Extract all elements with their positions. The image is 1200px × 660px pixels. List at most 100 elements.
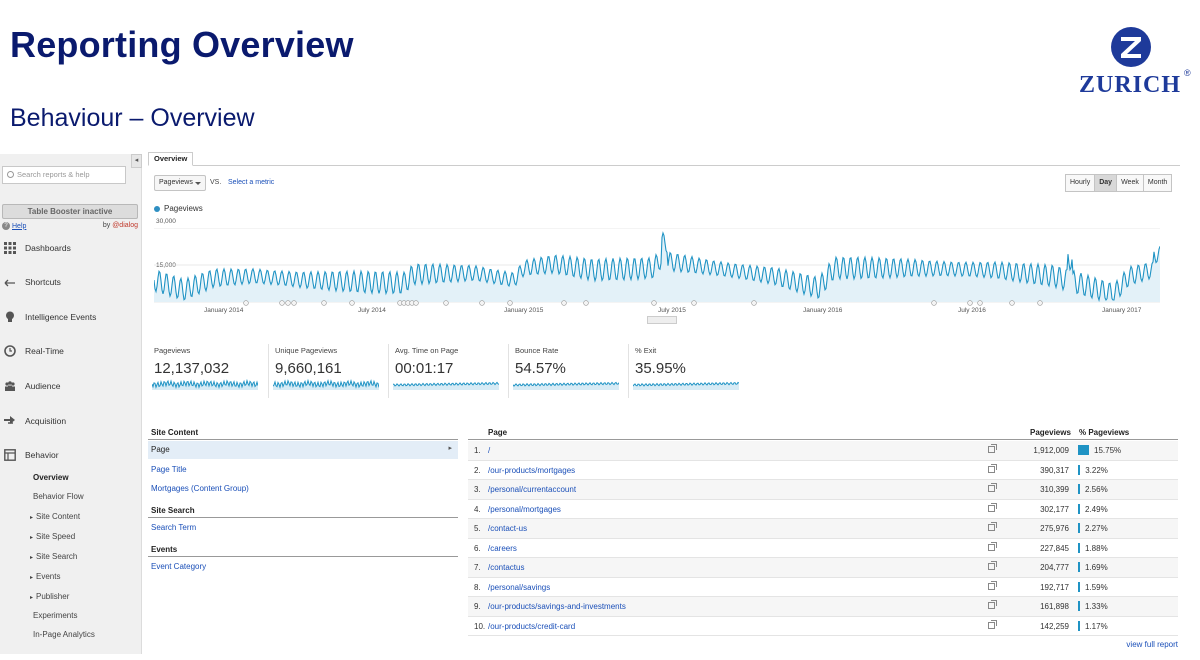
external-link-icon[interactable] — [988, 522, 997, 531]
annotation-marker[interactable] — [931, 300, 937, 306]
annotation-marker[interactable] — [751, 300, 757, 306]
external-link-icon[interactable] — [988, 463, 997, 473]
sidebar-item-acquisition[interactable]: Acquisition — [4, 413, 140, 431]
external-link-icon[interactable] — [988, 502, 997, 512]
table-row[interactable]: 2. /our-products/mortgages 390,317 3.22% — [468, 461, 1178, 480]
sidebar-item-shortcuts[interactable]: Shortcuts — [4, 274, 140, 292]
sparkline — [152, 378, 258, 390]
sidebar-sub-label: Behavior Flow — [33, 492, 84, 501]
sidebar-sub-events[interactable]: ▸ Events — [30, 572, 60, 581]
annotation-marker[interactable] — [285, 300, 291, 306]
scorecard-pageviews[interactable]: Pageviews 12,137,032 — [148, 344, 264, 398]
annotation-marker[interactable] — [967, 300, 973, 306]
annotation-marker[interactable] — [413, 300, 419, 306]
sidebar-sub-behavior-flow[interactable]: Behavior Flow — [30, 492, 84, 501]
sidebar-item-behavior[interactable]: Behavior — [4, 447, 140, 465]
content-group-link[interactable]: Mortgages (Content Group) — [151, 484, 249, 493]
sidebar-sub-experiments[interactable]: Experiments — [30, 611, 77, 620]
granularity-hourly-button[interactable]: Hourly — [1065, 174, 1096, 192]
page-path-link[interactable]: /personal/mortgages — [488, 504, 561, 514]
annotation-marker[interactable] — [977, 300, 983, 306]
pageviews-line-chart[interactable] — [154, 228, 1160, 320]
annotation-marker[interactable] — [349, 300, 355, 306]
page-path-link[interactable]: /careers — [488, 543, 517, 553]
expand-triangle-icon: ▸ — [30, 595, 34, 601]
chart-legend[interactable]: Pageviews — [154, 204, 203, 213]
annotation-marker[interactable] — [1037, 300, 1043, 306]
sidebar-item-dashboards[interactable]: Dashboards — [4, 240, 140, 258]
view-full-report-link[interactable]: view full report — [1126, 640, 1178, 649]
external-link-icon[interactable] — [988, 483, 997, 492]
page-path-link[interactable]: /our-products/credit-card — [488, 621, 576, 631]
collapse-sidebar-button[interactable]: ◂ — [131, 154, 142, 168]
page-path-link[interactable]: /contactus — [488, 563, 525, 572]
search-input[interactable]: Search reports & help — [2, 166, 126, 184]
table-row[interactable]: 6. /careers 227,845 1.88% — [468, 539, 1178, 558]
table-row[interactable]: 8. /personal/savings 192,717 1.59% — [468, 578, 1178, 597]
annotation-marker[interactable] — [691, 300, 697, 306]
table-row[interactable]: 4. /personal/mortgages 302,177 2.49% — [468, 500, 1178, 519]
annotation-marker[interactable] — [479, 300, 485, 306]
annotation-marker[interactable] — [583, 300, 589, 306]
granularity-month-button[interactable]: Month — [1142, 174, 1173, 192]
table-row[interactable]: 7. /contactus 204,777 1.69% — [468, 558, 1178, 578]
annotation-marker[interactable] — [651, 300, 657, 306]
external-link-icon[interactable] — [988, 600, 997, 609]
sidebar-item-audience[interactable]: Audience — [4, 378, 140, 396]
sidebar-item-real-time[interactable]: Real-Time — [4, 343, 140, 361]
scorecard-bounce-rate[interactable]: Bounce Rate 54.57% — [508, 344, 624, 398]
pageviews-value: 204,777 — [1040, 563, 1069, 572]
external-link-icon[interactable] — [988, 580, 997, 590]
sidebar-sub-publisher[interactable]: ▸ Publisher — [30, 592, 69, 601]
site-content-page-selected[interactable]: Page ▸ — [148, 441, 458, 459]
page-path-link[interactable]: /personal/currentaccount — [488, 485, 577, 494]
table-row[interactable]: 9. /our-products/savings-and-investments 1… — [468, 597, 1178, 617]
table-row[interactable]: 5. /contact-us 275,976 2.27% — [468, 519, 1178, 539]
sidebar-sub-site-speed[interactable]: ▸ Site Speed — [30, 532, 75, 541]
external-link-icon[interactable] — [988, 541, 997, 551]
external-link-icon[interactable] — [988, 444, 997, 453]
annotation-marker[interactable] — [443, 300, 449, 306]
pct-value: 15.75% — [1094, 446, 1122, 455]
sidebar-sub-overview[interactable]: Overview — [30, 473, 69, 482]
select-metric-link[interactable]: Select a metric — [228, 179, 275, 186]
annotation-marker[interactable] — [507, 300, 513, 306]
table-row[interactable]: 1. / 1,912,009 15.75% — [468, 441, 1178, 461]
page-path-link[interactable]: /contact-us — [488, 524, 528, 533]
external-link-icon[interactable] — [988, 619, 997, 629]
page-path-link[interactable]: /personal/savings — [488, 582, 551, 592]
search-term-link[interactable]: Search Term — [151, 523, 197, 532]
table-booster-button[interactable]: Table Booster inactive — [2, 204, 138, 219]
annotation-marker[interactable] — [243, 300, 249, 306]
pct-bar — [1078, 581, 1080, 592]
page-title-link[interactable]: Page Title — [151, 465, 187, 474]
page-path-link[interactable]: /our-products/savings-and-investments — [488, 602, 626, 611]
chart-resize-handle[interactable] — [647, 316, 677, 324]
scorecard-exit[interactable]: % Exit 35.95% — [628, 344, 744, 398]
scorecard-value: 35.95% — [635, 360, 686, 377]
annotation-marker[interactable] — [561, 300, 567, 306]
annotation-marker[interactable] — [1009, 300, 1015, 306]
pageviews-series-line[interactable] — [154, 231, 1160, 303]
annotation-marker[interactable] — [321, 300, 327, 306]
sidebar-item-intelligence-events[interactable]: Intelligence Events — [4, 309, 140, 327]
granularity-week-button[interactable]: Week — [1116, 174, 1144, 192]
granularity-day-button[interactable]: Day — [1094, 174, 1118, 192]
scorecard-unique-pageviews[interactable]: Unique Pageviews 9,660,161 — [268, 344, 384, 398]
sidebar-item-label: Real-Time — [25, 346, 64, 356]
page-path-link[interactable]: /our-products/mortgages — [488, 465, 576, 475]
metric-select[interactable]: Pageviews — [154, 175, 206, 191]
table-row[interactable]: 10./our-products/credit-card 142,259 1.17% — [468, 617, 1178, 636]
event-category-link[interactable]: Event Category — [151, 562, 207, 571]
table-row[interactable]: 3. /personal/currentaccount 310,399 2.56% — [468, 480, 1178, 500]
sidebar-sub-site-content[interactable]: ▸ Site Content — [30, 512, 80, 521]
external-link-icon[interactable] — [988, 561, 997, 570]
page-path-link[interactable]: / — [488, 446, 491, 455]
sidebar-sub-site-search[interactable]: ▸ Site Search — [30, 552, 77, 561]
annotation-marker[interactable] — [291, 300, 297, 306]
scorecard-avg-time-on-page[interactable]: Avg. Time on Page 00:01:17 — [388, 344, 504, 398]
sidebar-sub-in-page-analytics[interactable]: In-Page Analytics — [30, 630, 95, 639]
help-link[interactable]: Help — [12, 222, 27, 230]
tab-overview[interactable]: Overview — [148, 152, 194, 166]
annotation-marker[interactable] — [279, 300, 285, 306]
